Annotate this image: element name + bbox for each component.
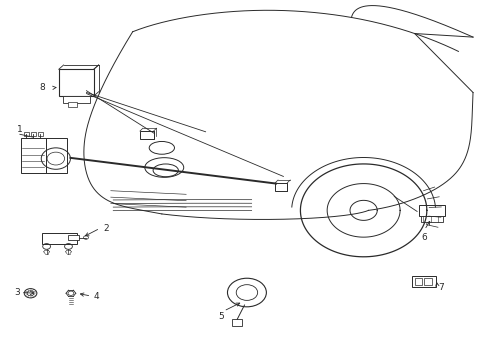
FancyBboxPatch shape (140, 131, 153, 139)
FancyBboxPatch shape (46, 138, 67, 173)
Text: 1: 1 (17, 126, 23, 135)
FancyBboxPatch shape (59, 69, 94, 96)
Text: 6: 6 (421, 233, 427, 242)
Text: 5: 5 (218, 312, 224, 321)
FancyBboxPatch shape (21, 138, 46, 173)
FancyBboxPatch shape (424, 278, 431, 285)
FancyBboxPatch shape (414, 278, 421, 285)
FancyBboxPatch shape (275, 183, 287, 191)
Text: 8: 8 (40, 83, 45, 92)
FancyBboxPatch shape (68, 103, 77, 107)
Text: 4: 4 (93, 292, 99, 301)
FancyBboxPatch shape (62, 96, 90, 103)
FancyBboxPatch shape (38, 132, 43, 136)
Text: 3: 3 (14, 288, 20, 297)
FancyBboxPatch shape (31, 132, 36, 136)
FancyBboxPatch shape (420, 216, 442, 222)
FancyBboxPatch shape (232, 319, 242, 327)
FancyBboxPatch shape (418, 205, 445, 216)
Text: 2: 2 (103, 224, 108, 233)
Text: 7: 7 (438, 283, 444, 292)
FancyBboxPatch shape (68, 235, 79, 240)
FancyBboxPatch shape (24, 132, 29, 136)
FancyBboxPatch shape (411, 276, 435, 287)
